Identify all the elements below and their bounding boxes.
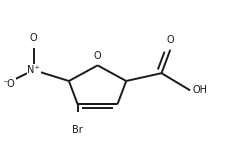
Text: Br: Br [72, 125, 83, 135]
Text: ⁻O: ⁻O [3, 79, 16, 89]
Text: N⁺: N⁺ [27, 65, 40, 75]
Text: OH: OH [191, 85, 207, 95]
Text: O: O [30, 34, 37, 43]
Text: O: O [166, 35, 173, 45]
Text: O: O [93, 51, 101, 61]
